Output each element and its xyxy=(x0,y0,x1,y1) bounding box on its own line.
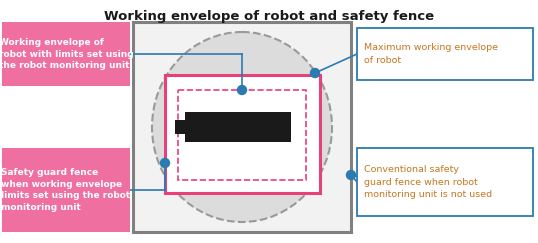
Circle shape xyxy=(160,158,169,167)
Bar xyxy=(185,112,280,142)
Circle shape xyxy=(310,69,320,78)
Bar xyxy=(253,104,291,112)
Bar xyxy=(253,142,291,150)
Text: Conventional safety
guard fence when robot
monitoring unit is not used: Conventional safety guard fence when rob… xyxy=(364,165,492,199)
Text: Safety guard fence
when working envelope
limits set using the robot
monitoring u: Safety guard fence when working envelope… xyxy=(2,168,131,212)
Circle shape xyxy=(346,171,356,180)
Ellipse shape xyxy=(152,32,332,222)
Bar xyxy=(2,22,130,86)
Bar xyxy=(175,120,185,134)
Bar xyxy=(133,22,351,232)
Bar xyxy=(253,104,291,150)
Bar xyxy=(2,148,130,232)
Bar xyxy=(165,75,320,193)
Text: Working envelope of
robot with limits set using
the robot monitoring unit: Working envelope of robot with limits se… xyxy=(0,38,133,70)
Bar xyxy=(357,148,533,216)
Text: Working envelope of robot and safety fence: Working envelope of robot and safety fen… xyxy=(104,10,434,23)
Bar xyxy=(178,90,306,180)
Circle shape xyxy=(237,86,246,95)
Text: Maximum working envelope
of robot: Maximum working envelope of robot xyxy=(364,43,498,65)
Bar xyxy=(357,28,533,80)
